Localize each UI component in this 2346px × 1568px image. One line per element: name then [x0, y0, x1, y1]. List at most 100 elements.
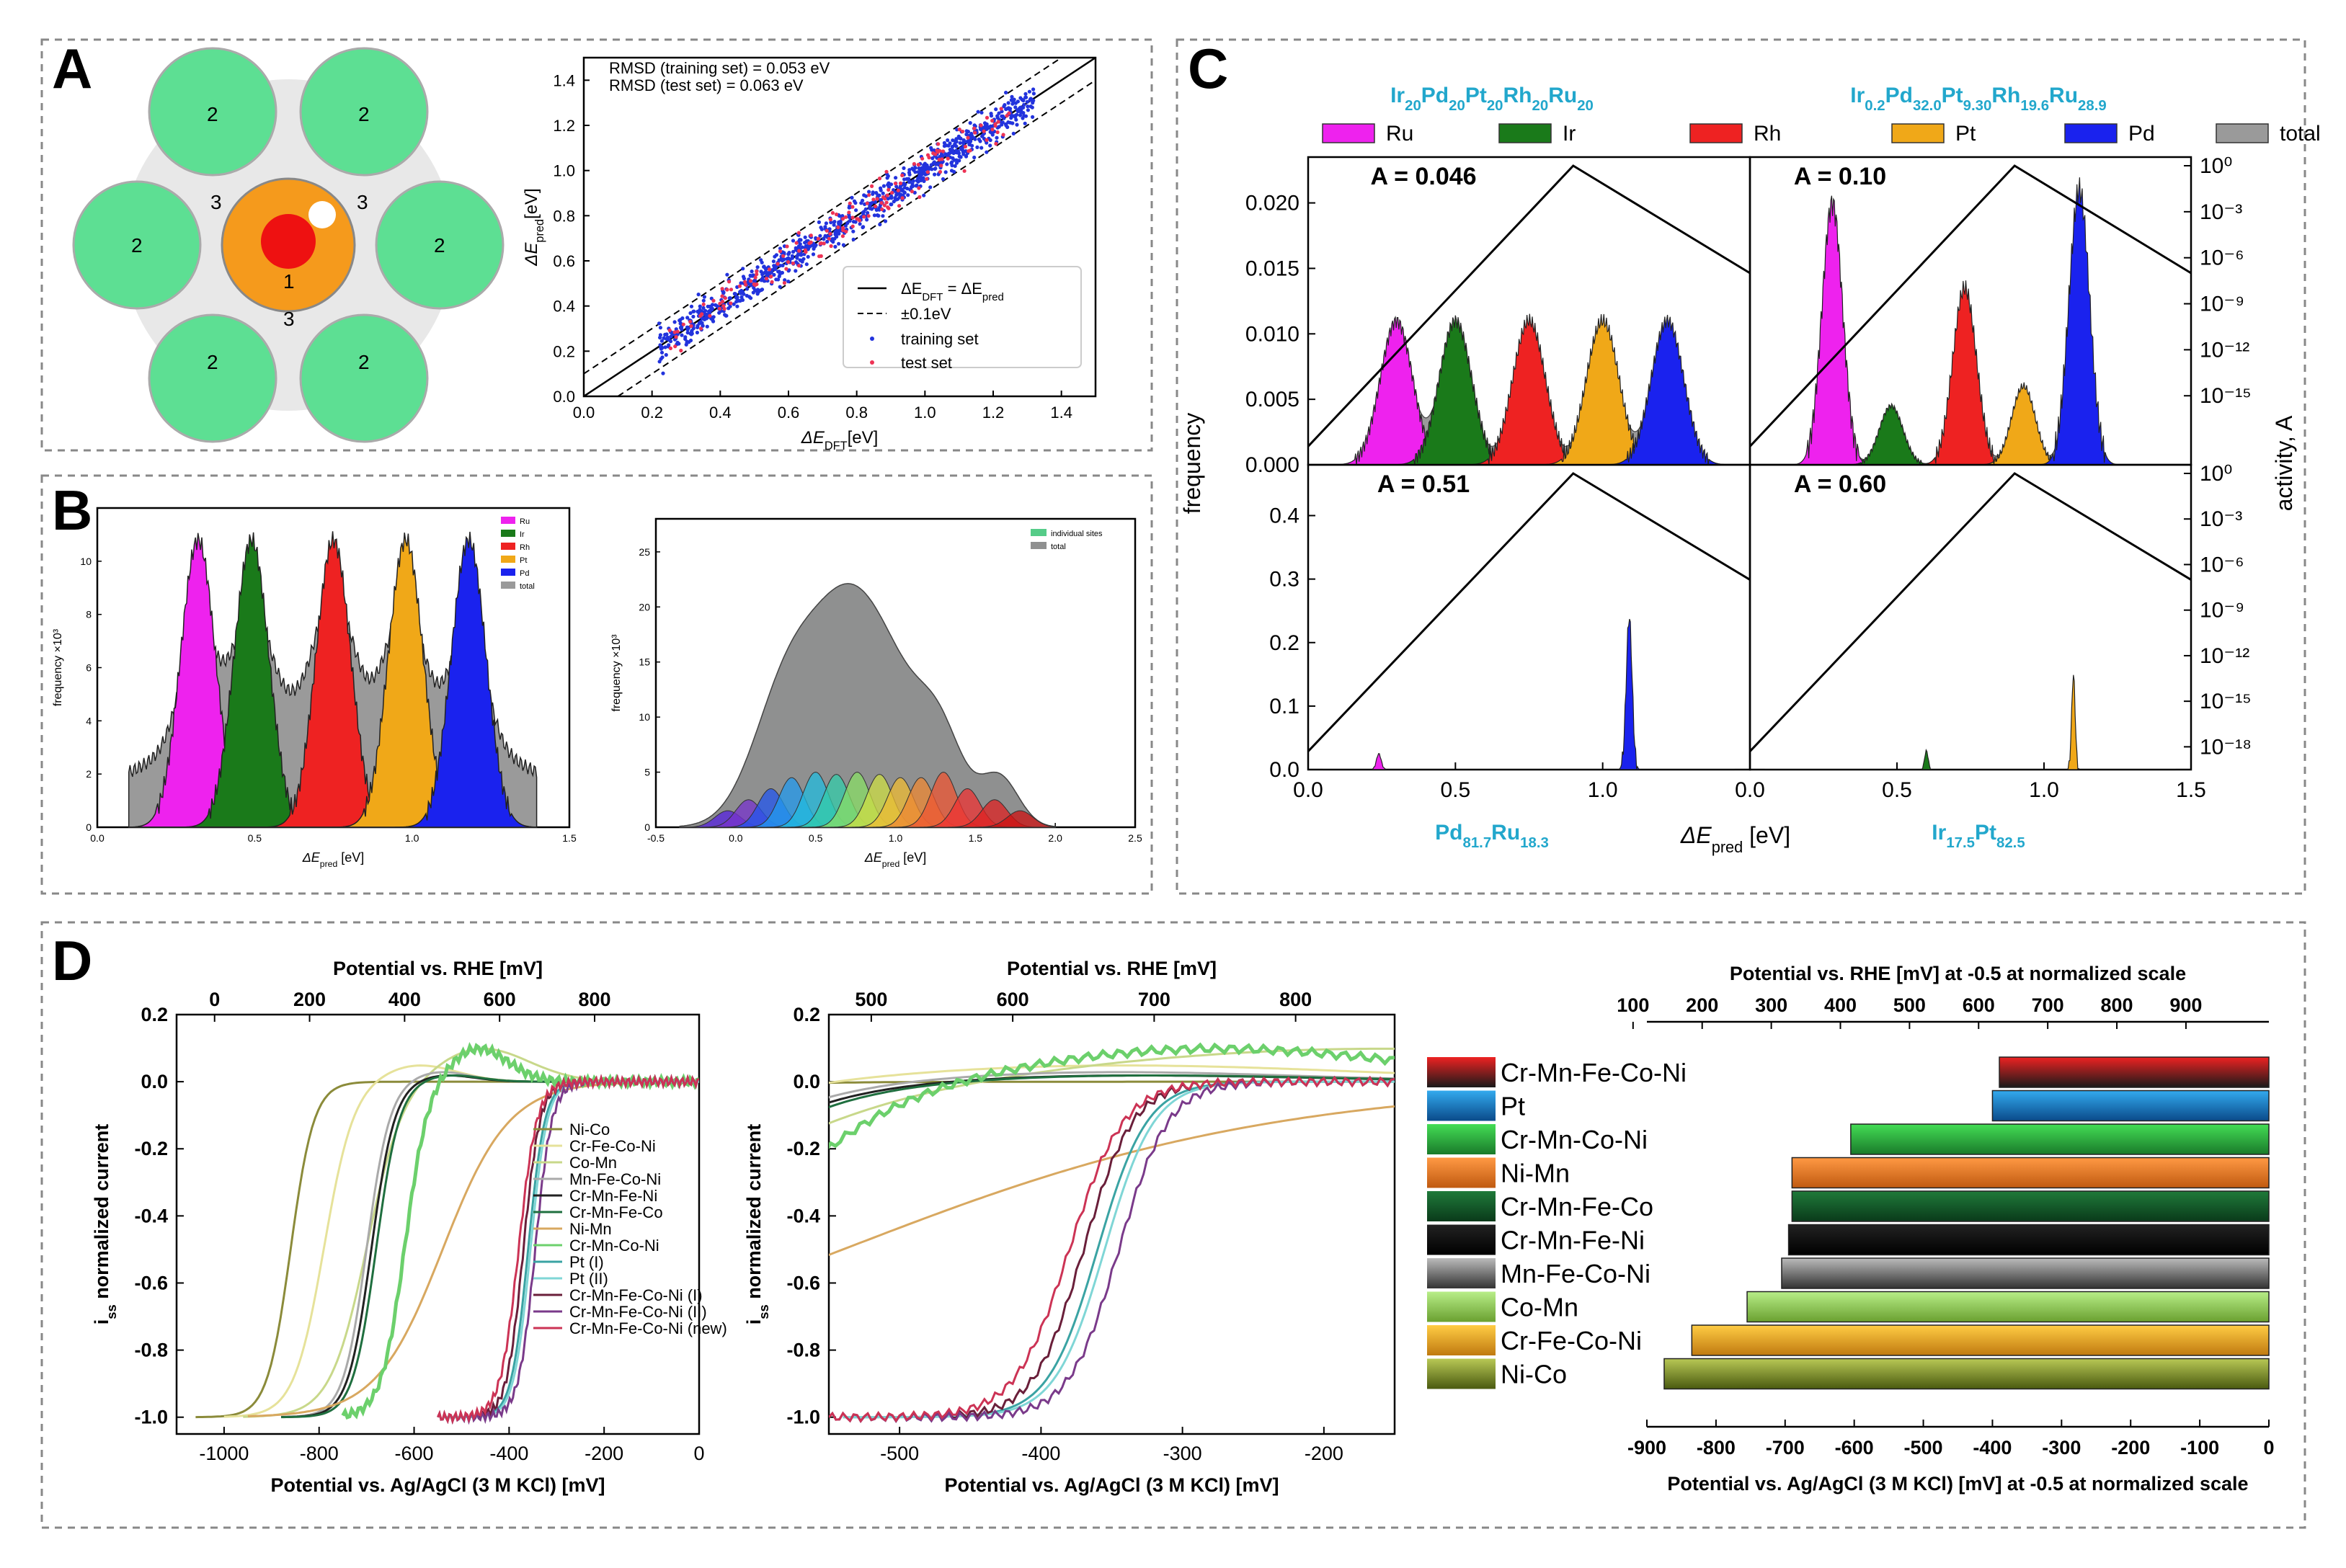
training-point	[950, 160, 954, 164]
d-axes	[175, 1013, 701, 1435]
test-point	[995, 130, 1000, 135]
training-point	[663, 345, 667, 349]
legend-swatch	[1427, 1358, 1496, 1389]
x-tick-label: 2.0	[1048, 832, 1062, 844]
y2-tick-label: 10⁻¹²	[2200, 338, 2249, 362]
test-point	[982, 129, 986, 133]
training-point	[1030, 105, 1034, 110]
training-point	[704, 312, 709, 317]
training-point	[1011, 131, 1016, 135]
top-layer-atom	[299, 313, 429, 443]
test-point	[940, 157, 944, 161]
training-point	[667, 337, 671, 342]
test-point	[737, 284, 742, 288]
training-point	[787, 268, 791, 272]
legend-label: training set	[901, 330, 979, 348]
training-point	[938, 154, 942, 159]
legend-swatch	[1427, 1057, 1496, 1087]
training-point	[979, 110, 984, 115]
y-tick-label: -1.0	[134, 1407, 168, 1428]
training-point	[950, 144, 954, 148]
training-point	[1031, 92, 1036, 96]
activity-volcano	[1308, 472, 1750, 752]
training-point	[953, 143, 958, 148]
training-point	[954, 137, 959, 141]
training-point	[800, 245, 804, 249]
y-tick-label: 0.0	[553, 388, 575, 406]
training-point	[995, 114, 1000, 118]
training-point	[1016, 99, 1020, 104]
x2-tick-label: 600	[997, 989, 1029, 1010]
training-point	[663, 332, 667, 337]
training-point	[695, 330, 700, 335]
legend-box	[843, 266, 1082, 368]
training-point	[1006, 101, 1010, 105]
training-point	[692, 309, 696, 313]
test-point	[946, 156, 950, 161]
legend-label: Rh	[1754, 122, 1781, 146]
test-point	[957, 128, 961, 132]
curve-Cr-Mn-Fe-Co-Ni (I)	[829, 1075, 1395, 1423]
training-point	[1014, 117, 1018, 122]
x-tick-label: 0.0	[573, 404, 595, 422]
title-composition: Ir20Pd20Pt20Rh20Ru20	[1390, 84, 1594, 114]
test-point	[871, 197, 876, 202]
training-point	[806, 254, 810, 259]
test-point	[867, 193, 871, 197]
legend-swatch	[501, 569, 515, 576]
training-point	[658, 333, 663, 337]
training-point	[859, 201, 863, 205]
training-point	[837, 221, 841, 226]
training-point	[1025, 99, 1029, 104]
training-point	[689, 332, 693, 337]
training-point	[964, 154, 969, 159]
training-point	[688, 311, 693, 316]
training-point	[918, 173, 923, 177]
training-point	[972, 155, 977, 160]
test-point	[920, 156, 925, 161]
training-point	[985, 141, 989, 145]
training-point	[704, 316, 709, 321]
training-point	[818, 233, 822, 238]
legend-label: Pd	[2128, 122, 2155, 146]
legend-label: ΔEDFT = ΔEpred	[901, 280, 1004, 303]
y-tick-label: 0.4	[553, 298, 575, 316]
y-tick-label: 0.1	[1269, 695, 1299, 718]
test-point	[698, 326, 703, 331]
training-point	[956, 149, 960, 153]
panel-label-a: A	[52, 37, 92, 100]
training-point	[659, 347, 664, 351]
y2-tick-label: 10⁰	[2200, 154, 2232, 178]
test-point	[725, 288, 729, 292]
training-point	[772, 272, 776, 277]
legend-label: Ru	[520, 517, 530, 526]
test-point	[797, 249, 801, 253]
test-point	[968, 148, 972, 153]
training-point	[987, 125, 991, 129]
x-tick-label: -500	[880, 1443, 919, 1464]
legend-label: total	[2280, 122, 2321, 146]
test-point	[856, 217, 861, 221]
x-tick-label: 0.4	[709, 404, 732, 422]
x2-tick-label: 400	[1824, 994, 1857, 1016]
training-point	[1027, 89, 1031, 94]
x2-tick-label: 600	[484, 989, 516, 1010]
lower-bound-line	[617, 79, 1096, 396]
training-point	[918, 176, 923, 180]
training-point	[1004, 123, 1008, 128]
legend-swatch	[501, 530, 515, 537]
training-point	[794, 260, 799, 264]
training-point	[762, 264, 766, 269]
legend-swatch	[1427, 1157, 1496, 1188]
site-label: 2	[207, 351, 218, 373]
training-point	[954, 161, 959, 165]
test-point	[870, 184, 874, 188]
test-point	[769, 275, 773, 279]
x-tick-label: 1.4	[1050, 404, 1072, 422]
y2-tick-label: 10⁻⁹	[2200, 599, 2244, 623]
training-point	[664, 352, 668, 357]
test-point	[900, 173, 905, 177]
test-point	[966, 135, 970, 140]
bar-Mn-Fe-Co-Ni	[1781, 1257, 2270, 1289]
x2-tick-label: 700	[2032, 994, 2064, 1016]
